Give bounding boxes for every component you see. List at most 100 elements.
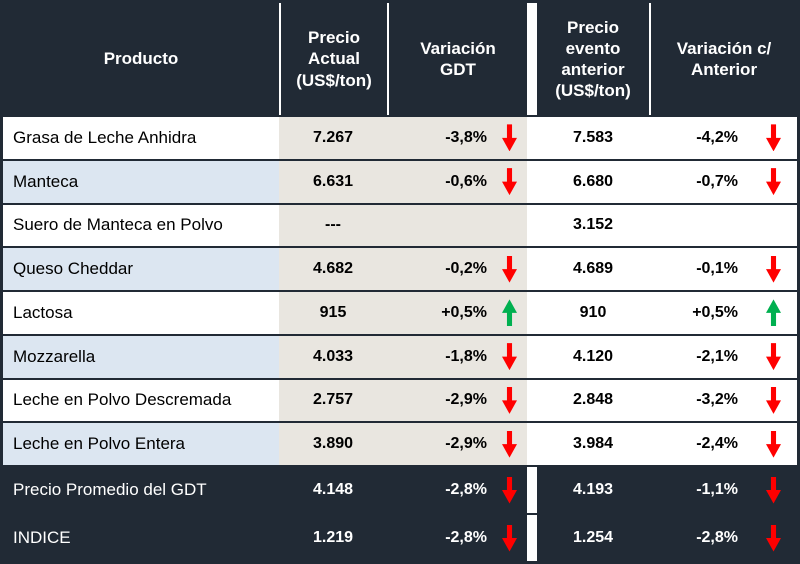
column-divider xyxy=(527,379,537,422)
gdt-variation: -2,8% xyxy=(387,467,527,513)
product-name: Leche en Polvo Entera xyxy=(3,423,279,465)
table-row: Suero de Manteca en Polvo --- 3.152 xyxy=(3,202,797,247)
previous-variation: -1,1% xyxy=(649,467,797,513)
summary-row: Precio Promedio del GDT 4.148 -2,8% 4.19… xyxy=(3,465,797,513)
gdt-variation: -0,2% xyxy=(387,248,527,290)
table-row: Leche en Polvo Entera 3.890 -2,9% 3.984 … xyxy=(3,421,797,465)
column-divider xyxy=(527,467,537,513)
column-divider xyxy=(527,292,537,334)
gdt-variation: -2,8% xyxy=(387,515,527,561)
previous-price: 3.984 xyxy=(537,423,649,465)
current-price: 915 xyxy=(279,292,387,334)
previous-price: 4.689 xyxy=(537,248,649,290)
gdt-variation xyxy=(387,204,527,247)
variation-value: +0,5% xyxy=(441,303,487,321)
column-divider xyxy=(527,204,537,247)
variation-value: +0,5% xyxy=(692,303,738,321)
gdt-variation: +0,5% xyxy=(387,292,527,334)
header-precio-actual: Precio Actual (US$/ton) xyxy=(279,3,387,115)
previous-variation: -2,4% xyxy=(649,423,797,465)
gdt-variation: -1,8% xyxy=(387,335,527,378)
current-price: 6.631 xyxy=(279,160,387,203)
trend-arrow-icon xyxy=(766,168,781,196)
trend-arrow-icon xyxy=(502,255,517,283)
table-row: Lactosa 915 +0,5% 910 +0,5% xyxy=(3,290,797,334)
trend-arrow-icon xyxy=(502,476,517,504)
gdt-variation: -0,6% xyxy=(387,160,527,203)
gdt-variation: -3,8% xyxy=(387,117,527,159)
previous-variation: +0,5% xyxy=(649,292,797,334)
variation-value: -4,2% xyxy=(696,128,738,146)
current-price: --- xyxy=(279,204,387,247)
current-price: 2.757 xyxy=(279,379,387,422)
previous-variation: -2,8% xyxy=(649,515,797,561)
variation-value: -2,4% xyxy=(696,435,738,453)
column-divider xyxy=(527,335,537,378)
variation-value: -2,8% xyxy=(445,481,487,498)
variation-value: -2,9% xyxy=(445,391,487,409)
table-row: Grasa de Leche Anhidra 7.267 -3,8% 7.583… xyxy=(3,115,797,159)
previous-price: 910 xyxy=(537,292,649,334)
previous-variation: -4,2% xyxy=(649,117,797,159)
variation-value: -2,8% xyxy=(445,529,487,546)
variation-value: -0,2% xyxy=(445,260,487,278)
variation-value: -1,8% xyxy=(445,347,487,365)
summary-row: INDICE 1.219 -2,8% 1.254 -2,8% xyxy=(3,513,797,561)
column-divider xyxy=(527,423,537,465)
product-name: INDICE xyxy=(3,515,279,561)
gdt-variation: -2,9% xyxy=(387,423,527,465)
product-name: Mozzarella xyxy=(3,335,279,378)
previous-variation: -0,7% xyxy=(649,160,797,203)
trend-arrow-icon xyxy=(766,430,781,458)
previous-variation: -3,2% xyxy=(649,379,797,422)
product-name: Manteca xyxy=(3,160,279,203)
trend-arrow-icon xyxy=(502,124,517,152)
column-divider xyxy=(527,3,537,115)
variation-value: -2,8% xyxy=(696,529,738,546)
trend-arrow-icon xyxy=(766,386,781,414)
variation-value: -1,1% xyxy=(696,481,738,498)
product-name: Leche en Polvo Descremada xyxy=(3,379,279,422)
previous-variation: -0,1% xyxy=(649,248,797,290)
variation-value: -3,8% xyxy=(445,128,487,146)
trend-arrow-icon xyxy=(502,299,517,327)
current-price: 7.267 xyxy=(279,117,387,159)
previous-variation xyxy=(649,204,797,247)
trend-arrow-icon xyxy=(502,524,517,552)
current-price: 4.148 xyxy=(279,467,387,513)
previous-price: 7.583 xyxy=(537,117,649,159)
trend-arrow-icon xyxy=(766,524,781,552)
table-row: Queso Cheddar 4.682 -0,2% 4.689 -0,1% xyxy=(3,246,797,290)
variation-value: -3,2% xyxy=(696,391,738,409)
product-name: Suero de Manteca en Polvo xyxy=(3,204,279,247)
column-divider xyxy=(527,515,537,561)
product-name: Queso Cheddar xyxy=(3,248,279,290)
trend-arrow-icon xyxy=(766,299,781,327)
trend-arrow-icon xyxy=(502,168,517,196)
variation-value: -0,6% xyxy=(445,172,487,190)
variation-value: -2,9% xyxy=(445,435,487,453)
previous-price: 4.120 xyxy=(537,335,649,378)
trend-arrow-icon xyxy=(502,343,517,371)
previous-price: 6.680 xyxy=(537,160,649,203)
trend-arrow-icon xyxy=(766,255,781,283)
gdt-variation: -2,9% xyxy=(387,379,527,422)
product-name: Precio Promedio del GDT xyxy=(3,467,279,513)
variation-value: -2,1% xyxy=(696,347,738,365)
current-price: 4.033 xyxy=(279,335,387,378)
previous-price: 1.254 xyxy=(537,515,649,561)
table-row: Mozzarella 4.033 -1,8% 4.120 -2,1% xyxy=(3,333,797,378)
table-row: Leche en Polvo Descremada 2.757 -2,9% 2.… xyxy=(3,377,797,422)
table-row: Manteca 6.631 -0,6% 6.680 -0,7% xyxy=(3,158,797,203)
variation-value: -0,7% xyxy=(696,172,738,190)
previous-price: 4.193 xyxy=(537,467,649,513)
column-divider xyxy=(527,160,537,203)
column-divider xyxy=(527,117,537,159)
header-precio-evento-anterior: Precio evento anterior (US$/ton) xyxy=(537,3,649,115)
current-price: 1.219 xyxy=(279,515,387,561)
table-header: Producto Precio Actual (US$/ton) Variaci… xyxy=(3,3,797,115)
product-name: Lactosa xyxy=(3,292,279,334)
header-producto: Producto xyxy=(3,3,279,115)
trend-arrow-icon xyxy=(766,343,781,371)
trend-arrow-icon xyxy=(502,386,517,414)
